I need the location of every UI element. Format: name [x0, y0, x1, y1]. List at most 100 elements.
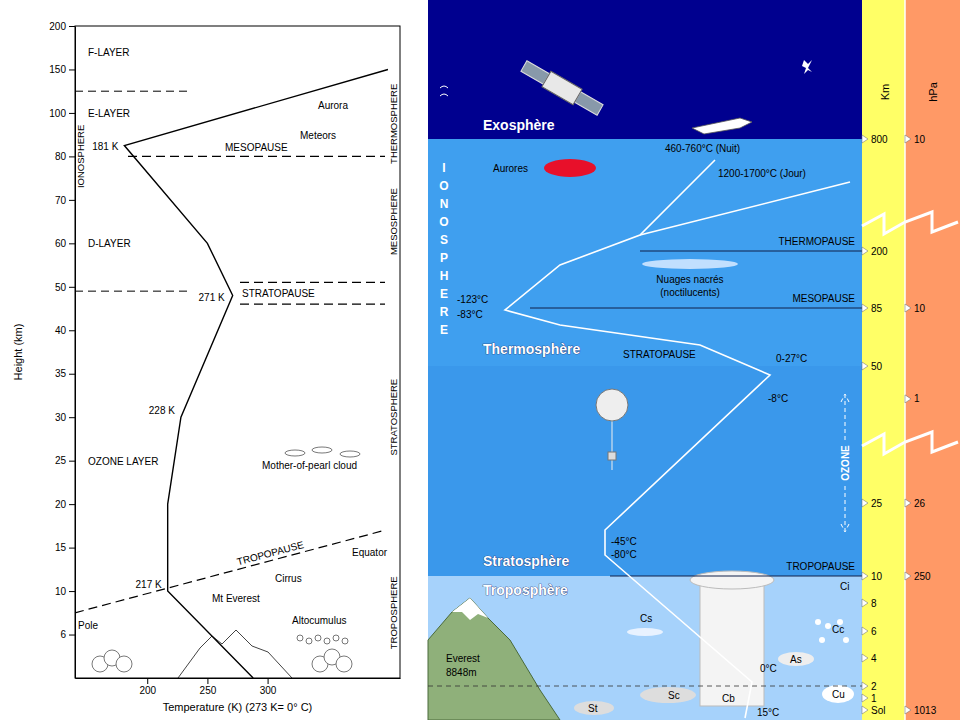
feature-label: Mother-of-pearl cloud	[262, 460, 357, 471]
y-tick-label: 70	[55, 195, 67, 206]
y-tick-mark	[69, 113, 75, 114]
y-tick: 70	[55, 195, 75, 206]
y-axis-title: Height (km)	[12, 324, 24, 381]
temperature-curve-day	[640, 182, 850, 235]
temperature-label: 15°C	[757, 707, 779, 718]
km-tick-mark	[862, 627, 868, 635]
y-tick-mark	[69, 200, 75, 201]
mother-of-pearl-shape	[340, 451, 360, 457]
layer-band	[428, 139, 862, 366]
boundary-line	[640, 251, 862, 252]
hpa-tick-label: 250	[914, 571, 931, 582]
temperature-label: 1200-1700°C (Jour)	[718, 168, 806, 179]
km-tick-mark	[862, 572, 868, 580]
layer-label: E-LAYER	[88, 108, 130, 119]
region-label: STRATOSPHERE	[388, 379, 399, 456]
y-tick-mark	[69, 417, 75, 418]
shuttle-icon	[692, 118, 752, 134]
scale-break	[862, 432, 958, 454]
x-tick-mark	[207, 678, 208, 684]
hpa-tick-label: 26	[914, 498, 926, 509]
cirrocumulus-puff	[843, 637, 849, 643]
plot-area	[124, 69, 388, 678]
region-label: IONOSPHERE	[75, 125, 86, 188]
x-tick: 250	[200, 678, 217, 696]
temperature-profile	[124, 69, 388, 678]
km-tick-label: 50	[871, 361, 883, 372]
feature-label: Pole	[78, 620, 98, 631]
boundary-label: TROPOPAUSE	[786, 561, 855, 572]
km-tick-label: 800	[871, 134, 888, 145]
x-tick: 200	[139, 678, 156, 696]
cloud-shape	[640, 687, 696, 703]
noctilucent-label: Nuages nacrés	[656, 274, 723, 285]
x-tick-mark	[147, 678, 148, 684]
tropopause-line	[75, 530, 385, 613]
ozone-label: OZONE	[840, 445, 851, 481]
tropopause-label: TROPOPAUSE	[236, 539, 306, 567]
comet-icon	[440, 86, 448, 96]
y-tick-mark	[69, 374, 75, 375]
y-tick: 6	[60, 629, 75, 640]
y-tick-label: 200	[49, 21, 66, 32]
layer-label: Exosphère	[483, 117, 555, 133]
hpa-tick-mark	[905, 304, 911, 312]
altocumulus-puff	[297, 635, 303, 641]
layer-band	[428, 576, 862, 720]
region-label: TROPOSPHERE	[388, 576, 399, 649]
layer-band	[428, 0, 862, 139]
everest-label: 8848m	[446, 667, 477, 678]
hpa-tick-label: 1013	[914, 705, 937, 716]
km-tick-mark	[862, 694, 868, 702]
y-tick: 35	[55, 368, 75, 379]
km-tick-mark	[862, 654, 868, 662]
scale-break	[862, 212, 958, 234]
hpa-tick-label: 10	[914, 303, 926, 314]
y-tick: 20	[55, 499, 75, 510]
y-tick: 50	[55, 282, 75, 293]
point-label: 217 K	[136, 579, 162, 590]
y-tick: 80	[55, 151, 75, 162]
temperature-label: -45°C	[611, 536, 637, 547]
altocumulus-puff	[324, 638, 330, 644]
left-decorations	[92, 447, 360, 678]
temperature-label: -123°C	[457, 294, 488, 305]
layer-label: OZONE LAYER	[88, 456, 158, 467]
y-tick-label: 50	[55, 282, 67, 293]
feature-label: Meteors	[300, 130, 336, 141]
layer-label: D-LAYER	[88, 238, 131, 249]
km-tick-mark	[862, 362, 868, 370]
cloud-shape	[574, 701, 614, 715]
point-label: 181 K	[92, 141, 118, 152]
boundary-layer-line	[428, 686, 862, 687]
temperature-label: 0°C	[760, 663, 777, 674]
x-tick: 300	[260, 678, 277, 696]
everest-label: Everest	[446, 653, 480, 664]
hpa-tick-label: 10	[914, 134, 926, 145]
km-tick-mark	[862, 304, 868, 312]
cloud-shape	[778, 652, 814, 666]
aurora-label: Aurores	[493, 163, 528, 174]
column-separator	[904, 0, 906, 720]
feature-label: Equator	[352, 547, 388, 558]
y-tick-label: 100	[49, 108, 66, 119]
km-tick-label: 85	[871, 303, 883, 314]
x-tick-mark	[268, 678, 269, 684]
km-tick-label: 25	[871, 498, 883, 509]
y-tick-label: 25	[55, 455, 67, 466]
right-panel: THERMOPAUSEMESOPAUSESTRATOPAUSETROPOPAUS…	[428, 0, 960, 720]
cirrocumulus-puff	[815, 619, 821, 625]
cumulonimbus-anvil	[690, 571, 774, 589]
hpa-tick-mark	[905, 572, 911, 580]
km-column	[862, 0, 905, 720]
pause-line	[240, 304, 385, 305]
cloud-label: Cb	[722, 693, 735, 704]
y-tick-mark	[69, 461, 75, 462]
hpa-tick-label: 1	[914, 393, 920, 404]
ionosphere-letter: E	[440, 287, 448, 301]
ozone-arrow	[841, 394, 849, 440]
cirrocumulus-puff	[825, 623, 831, 629]
altocumulus-puff	[306, 638, 312, 644]
point-label: 271 K	[199, 292, 225, 303]
temperature-curve	[505, 160, 770, 718]
